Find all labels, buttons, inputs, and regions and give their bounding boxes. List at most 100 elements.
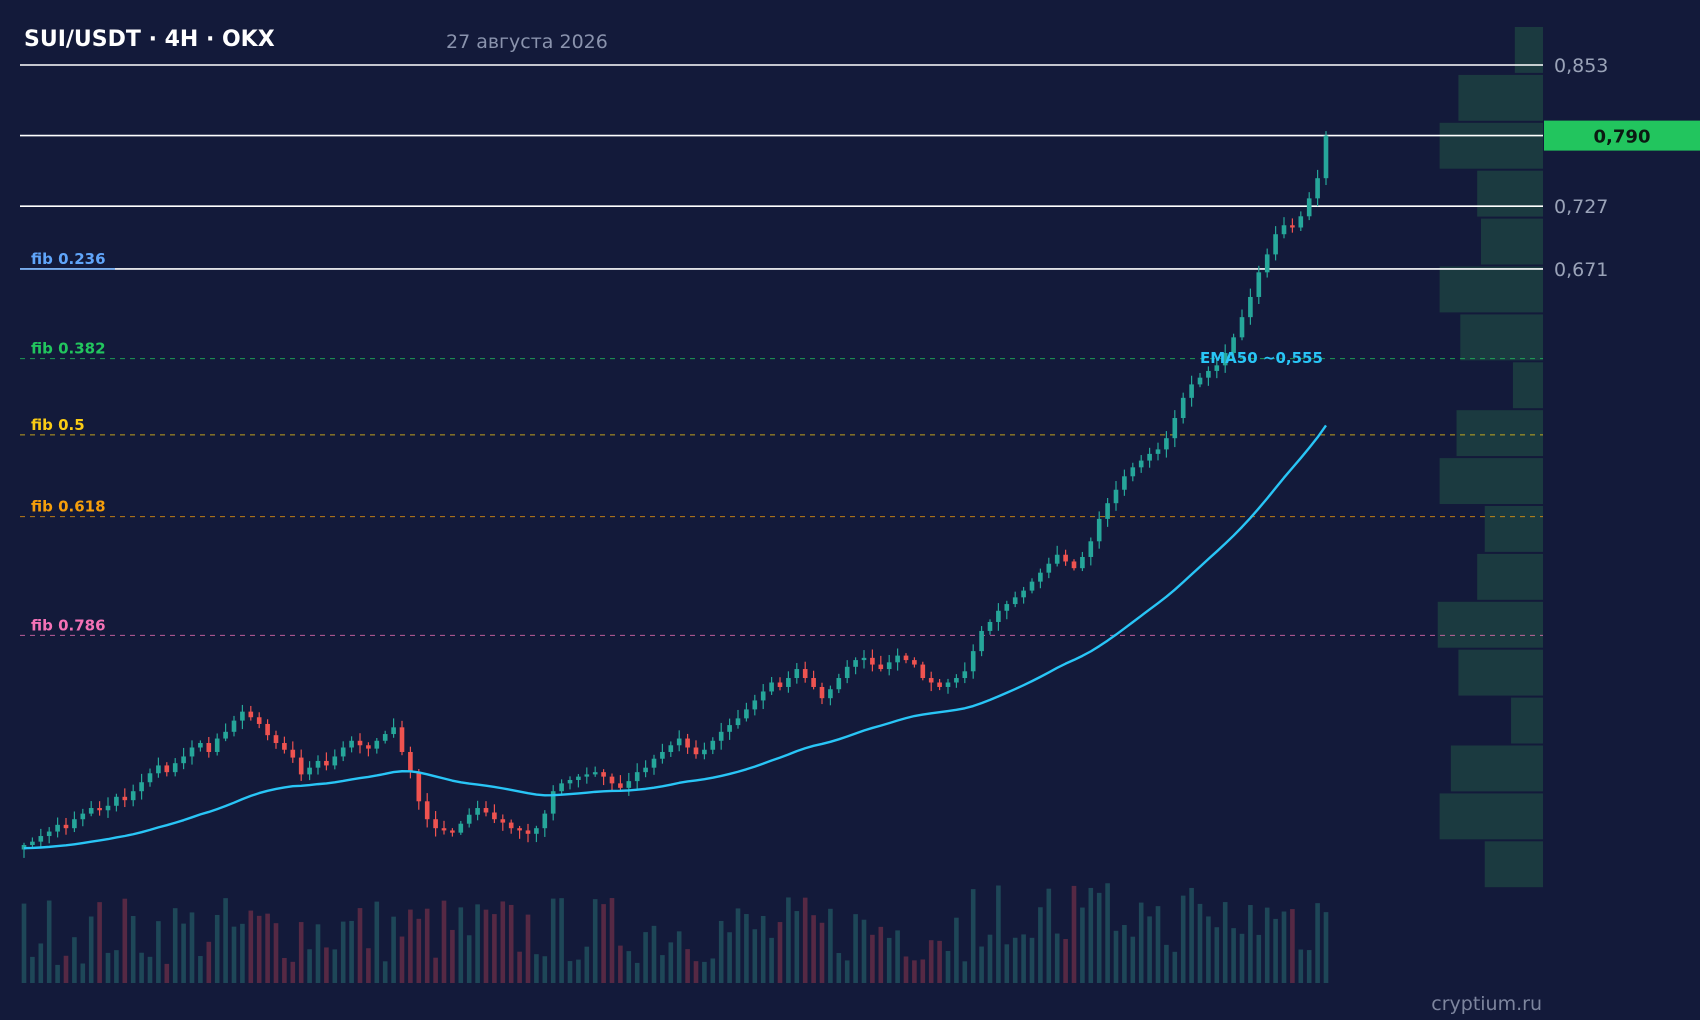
volume-bar	[38, 943, 44, 983]
fib-level-label: fib 0.5	[31, 416, 85, 434]
candle-body	[458, 823, 464, 833]
candle-body	[996, 610, 1001, 622]
candle-body	[391, 727, 396, 735]
candle-body	[1239, 317, 1245, 338]
candle-body	[1172, 418, 1178, 439]
candle-body	[886, 662, 892, 670]
volume-bar	[1147, 916, 1152, 983]
candle-body	[1029, 581, 1035, 591]
candle-body	[1046, 563, 1052, 573]
candle-body	[777, 682, 783, 687]
volume-bar	[1248, 905, 1253, 983]
candle-body	[248, 711, 254, 718]
volume-bar	[1080, 907, 1085, 983]
candle-body	[550, 791, 556, 814]
volume-bar	[626, 951, 632, 983]
candle-body	[937, 682, 942, 687]
candle-body	[727, 725, 732, 732]
candle-body	[1155, 449, 1161, 454]
volume-bar	[1214, 927, 1220, 983]
volume-bar	[374, 901, 380, 983]
volume-bar	[21, 903, 27, 983]
candle-body	[643, 767, 648, 773]
volume-bar	[710, 958, 716, 983]
volume-bar	[265, 913, 270, 983]
volume-bar	[1315, 903, 1320, 983]
volume-bar	[223, 898, 228, 983]
candle-body	[324, 760, 329, 766]
volume-bar	[1231, 928, 1236, 983]
volume-profile-bin	[1456, 410, 1543, 457]
volume-bar	[256, 915, 262, 983]
candle-body	[1021, 590, 1026, 598]
candle-body	[30, 841, 35, 845]
volume-bar	[668, 942, 674, 983]
volume-bar	[1256, 934, 1262, 983]
volume-bar	[1122, 925, 1127, 983]
volume-bar	[1155, 906, 1161, 983]
volume-bar	[172, 908, 178, 983]
volume-bar	[685, 949, 690, 983]
volume-bar	[525, 914, 531, 983]
candle-body	[651, 758, 657, 768]
candle-body	[508, 822, 514, 829]
candle-body	[517, 828, 522, 831]
candle-body	[836, 678, 842, 690]
candle-body	[828, 689, 833, 699]
candle-body	[475, 808, 480, 815]
candle-body	[198, 743, 203, 748]
candle-body	[878, 664, 884, 670]
volume-bar	[105, 952, 111, 983]
candle-body	[433, 819, 438, 829]
volume-profile-bin	[1439, 458, 1543, 504]
volume-bar	[97, 902, 102, 983]
volume-bar	[702, 961, 707, 983]
volume-bar	[248, 910, 254, 983]
candle-body	[181, 756, 186, 764]
candle-body	[214, 738, 220, 752]
candle-body	[1264, 254, 1270, 273]
volume-bar	[508, 904, 514, 983]
price-axis: 0,853 0,727 0,671 0,790	[1544, 55, 1700, 281]
candle-body	[1298, 216, 1304, 228]
price-tick-label: 0,671	[1554, 259, 1608, 281]
fib-level-label: fib 0.786	[31, 616, 106, 634]
candle-body	[534, 828, 539, 834]
candle-body	[559, 783, 564, 792]
volume-bar	[1189, 887, 1194, 983]
volume-bar	[340, 921, 346, 983]
volume-bar	[534, 954, 539, 983]
volume-bar	[769, 937, 774, 983]
volume-bar	[198, 956, 203, 983]
volume-bar	[651, 925, 657, 983]
volume-bar	[970, 889, 976, 983]
volume-profile-bin	[1439, 122, 1543, 169]
candle-body	[223, 731, 228, 739]
volume-bar	[895, 930, 900, 983]
volume-profile-bin	[1458, 74, 1543, 121]
candle-body	[441, 828, 447, 831]
candle-body	[601, 772, 606, 777]
volume-bar	[130, 916, 136, 983]
volume-bar	[1004, 944, 1010, 983]
candle-body	[164, 765, 170, 773]
volume-bar	[466, 935, 472, 983]
volume-bar	[844, 960, 850, 983]
volume-bar	[786, 897, 791, 983]
volume-bar	[1172, 951, 1178, 983]
candle-body	[718, 731, 724, 741]
candle-body	[1197, 377, 1203, 385]
volume-bar	[1180, 895, 1186, 983]
candle-body	[1189, 384, 1194, 398]
volume-profile-bin	[1450, 745, 1543, 792]
volume-bar	[584, 946, 590, 983]
candle-body	[1222, 353, 1228, 366]
candle-body	[1054, 554, 1060, 564]
candle-body	[710, 740, 716, 750]
volume-bar	[139, 952, 144, 983]
volume-bar	[559, 898, 564, 983]
volume-bar	[1054, 933, 1060, 983]
candle-body	[912, 660, 917, 665]
volume-bar	[878, 926, 884, 983]
